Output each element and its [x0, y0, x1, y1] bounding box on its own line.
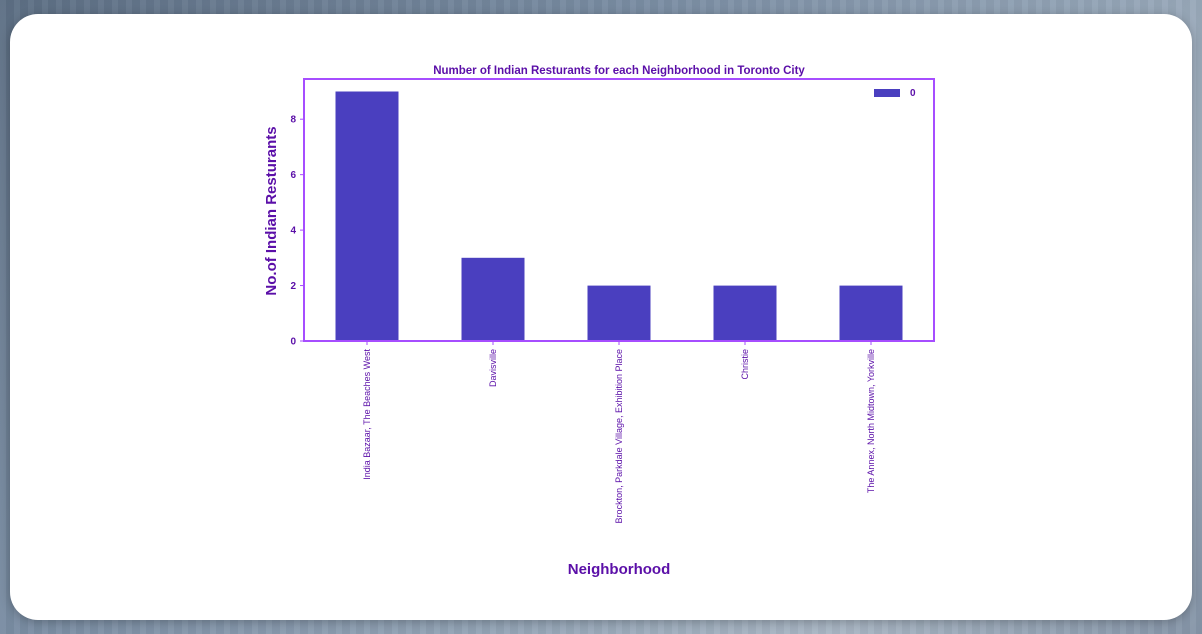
chart-title: Number of Indian Resturants for each Nei… — [433, 65, 805, 77]
x-tick-label: Christie — [740, 349, 750, 380]
bar — [713, 285, 777, 341]
y-ticks: 0 2 4 6 8 — [290, 115, 304, 348]
x-tick-label: The Annex, North Midtown, Yorkville — [866, 349, 876, 493]
y-tick-label: 6 — [290, 170, 296, 181]
legend: 0 — [874, 88, 916, 99]
bar — [461, 257, 525, 341]
y-axis-label: No.of Indian Resturants — [263, 126, 280, 295]
y-tick-label: 0 — [290, 337, 296, 348]
legend-label: 0 — [910, 88, 916, 99]
legend-swatch — [874, 89, 900, 97]
x-tick-label: India Bazaar, The Beaches West — [362, 349, 372, 480]
plot-frame — [303, 78, 935, 342]
y-tick-label: 2 — [290, 281, 296, 292]
x-ticks: India Bazaar, The Beaches West Davisville… — [362, 341, 876, 523]
y-tick-label: 4 — [290, 226, 296, 237]
x-tick-label: Davisville — [488, 349, 498, 387]
x-axis-label: Neighborhood — [568, 561, 670, 578]
bar — [335, 91, 399, 341]
bar — [587, 285, 651, 341]
bar — [839, 285, 903, 341]
bars-layer — [335, 91, 903, 341]
y-tick-label: 8 — [290, 115, 296, 126]
x-tick-label: Brockton, Parkdale Village, Exhibition P… — [614, 349, 624, 523]
